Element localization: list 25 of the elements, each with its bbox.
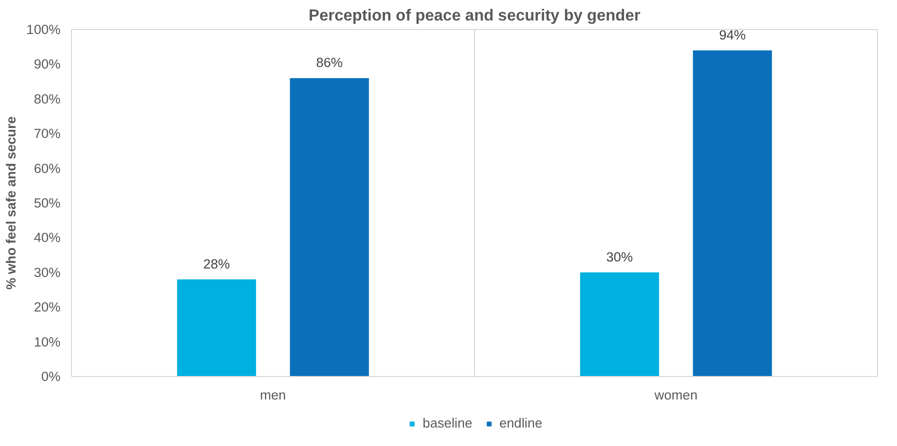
legend-label: endline xyxy=(499,416,542,430)
y-tick-label: 70% xyxy=(34,126,61,142)
y-tick-label: 10% xyxy=(34,334,61,350)
data-label: 28% xyxy=(203,256,230,272)
y-tick-label: 20% xyxy=(34,300,61,315)
data-label: 30% xyxy=(606,249,634,264)
y-tick-label: 50% xyxy=(34,196,61,210)
y-tick-label: 80% xyxy=(34,91,61,106)
y-tick-label: 60% xyxy=(34,160,61,176)
data-label: 94% xyxy=(719,27,746,42)
bar xyxy=(177,279,256,376)
y-tick-label: 100% xyxy=(26,22,61,37)
bar xyxy=(290,78,369,376)
y-tick-label: 90% xyxy=(34,56,61,72)
x-tick-label: women xyxy=(654,388,698,402)
chart-title: Perception of peace and security by gender xyxy=(308,8,640,24)
bar xyxy=(580,272,660,376)
x-tick-label: men xyxy=(260,388,286,402)
y-axis-title: % who feel safe and secure xyxy=(3,116,18,290)
y-tick-label: 30% xyxy=(34,264,61,280)
y-tick-label: 40% xyxy=(34,230,61,246)
data-label: 86% xyxy=(316,55,343,70)
bar xyxy=(692,50,772,376)
y-tick-label: 0% xyxy=(41,369,61,384)
legend-label: baseline xyxy=(422,416,472,430)
